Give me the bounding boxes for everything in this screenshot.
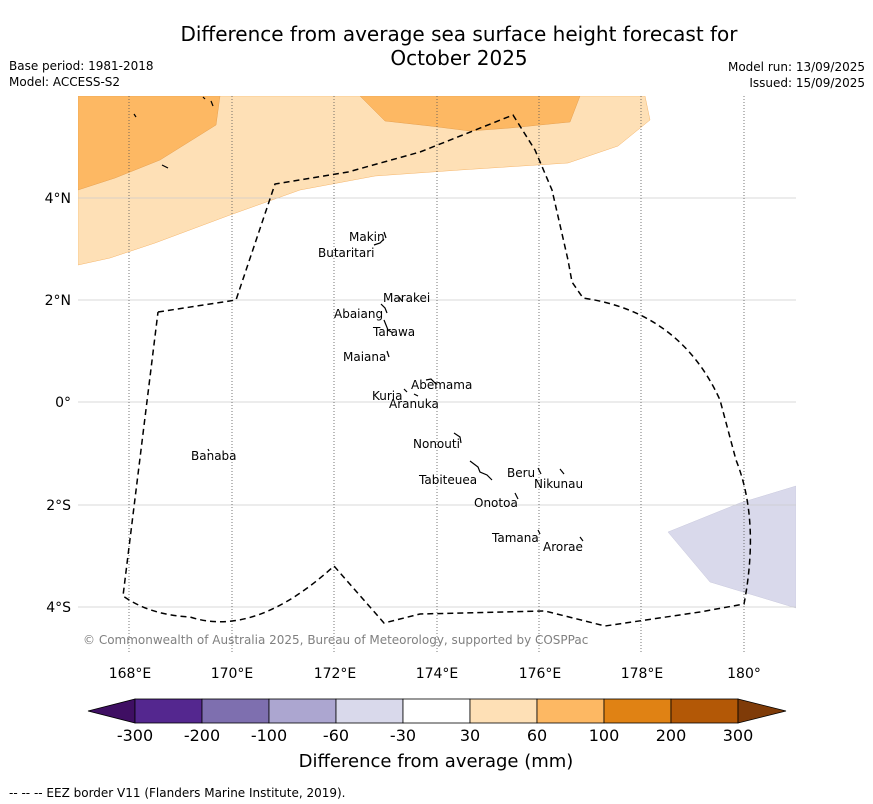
island-tabiteuea-shape (469, 460, 493, 481)
colorbar-tick-minus-200: -200 (184, 726, 220, 745)
lat-tick-4s: 4°S (46, 600, 71, 616)
lat-tick-4n: 4°N (45, 191, 71, 207)
island-marakei-shape (398, 296, 403, 302)
lat-tick-2s: 2°S (46, 498, 71, 514)
colorbar-bin-9 (670, 698, 739, 724)
place-label-marakei: Marakei (383, 291, 430, 305)
anomaly-region-orange-north (359, 96, 581, 132)
island-tarawa-shape (383, 319, 394, 334)
colorbar-bin-8 (603, 698, 672, 724)
lon-tick-178e: 178°E (621, 666, 664, 682)
colorbar (87, 698, 787, 724)
meta-left: Base period: 1981-2018 Model: ACCESS-S2 (9, 58, 154, 90)
island-beru-shape (537, 467, 542, 475)
place-label-arorae: Arorae (543, 540, 583, 554)
anomaly-region-light-orange (78, 96, 651, 266)
place-label-butaritari: Butaritari (318, 246, 375, 260)
island-arorae-shape (579, 536, 584, 542)
place-label-beru: Beru (507, 466, 535, 480)
lon-tick-174e: 174°E (416, 666, 459, 682)
eez-border (122, 114, 752, 627)
lon-tick-180: 180° (727, 666, 761, 682)
colorbar-tick-30: 30 (460, 726, 480, 745)
place-label-nonouti: Nonouti (413, 437, 460, 451)
colorbar-tick-minus-60: -60 (323, 726, 349, 745)
lon-tick-170e: 170°E (211, 666, 254, 682)
colorbar-bin-4 (335, 698, 404, 724)
place-label-abaiang: Abaiang (334, 307, 383, 321)
colorbar-bin-1 (134, 698, 203, 724)
island-aranuka-shape (413, 393, 419, 397)
place-label-aranuka: Aranuka (389, 397, 439, 411)
colorbar-tick-minus-30: -30 (390, 726, 416, 745)
lat-tick-0: 0° (55, 395, 71, 411)
place-label-tamana: Tamana (491, 531, 539, 545)
copyright-text: © Commonwealth of Australia 2025, Bureau… (83, 633, 588, 647)
lat-tick-2n: 2°N (45, 293, 71, 309)
map-title-line-1: Difference from average sea surface heig… (180, 22, 738, 46)
colorbar-tick-100: 100 (589, 726, 620, 745)
base-period-text: Base period: 1981-2018 (9, 59, 154, 73)
lon-tick-168e: 168°E (109, 666, 152, 682)
colorbar-tick-minus-300: -300 (117, 726, 153, 745)
colorbar-tick-200: 200 (656, 726, 687, 745)
island-abaiang-shape (380, 303, 388, 314)
colorbar-tick-300: 300 (723, 726, 754, 745)
lon-tick-labels: 168°E 170°E 172°E 174°E 176°E 178°E 180° (109, 666, 761, 682)
island-nonouti-shape (453, 432, 462, 444)
colorbar-bin-2 (201, 698, 270, 724)
eez-legend-footer: -- -- -- EEZ border V11 (Flanders Marine… (9, 786, 346, 800)
island-shapes (133, 96, 584, 542)
model-text: Model: ACCESS-S2 (9, 75, 121, 89)
lon-tick-176e: 176°E (519, 666, 562, 682)
place-label-maiana: Maiana (343, 350, 386, 364)
colorbar-extend-high (737, 698, 787, 724)
place-label-tarawa: Tarawa (372, 325, 415, 339)
place-label-onotoa: Onotoa (474, 496, 518, 510)
colorbar-bin-6 (469, 698, 538, 724)
island-northwest-islet-a (133, 113, 137, 118)
island-nikunau-shape (559, 468, 565, 475)
colorbar-label: Difference from average (mm) (299, 751, 574, 772)
place-label-banaba: Banaba (191, 449, 237, 463)
map-title-line-2: October 2025 (390, 46, 528, 70)
island-makin-shape (383, 231, 387, 239)
lon-tick-172e: 172°E (314, 666, 357, 682)
place-label-kuria: Kuria (372, 389, 403, 403)
island-butaritari-shape (373, 238, 385, 246)
island-banaba-shape (207, 448, 210, 452)
anomaly-fill (78, 96, 796, 609)
colorbar-bin-3 (268, 698, 337, 724)
colorbar-tick-minus-100: -100 (251, 726, 287, 745)
map-title: Difference from average sea surface heig… (0, 22, 873, 70)
colorbar-extend-low (87, 698, 136, 724)
colorbar-tick-labels: -300 -200 -100 -60 -30 30 60 100 200 300 (117, 726, 753, 745)
island-onotoa-shape (514, 492, 519, 500)
place-label-tabiteuea: Tabiteuea (418, 473, 477, 487)
place-label-makin: Makin (349, 230, 385, 244)
island-maiana-shape (386, 350, 390, 358)
place-label-nikunau: Nikunau (534, 477, 583, 491)
island-kuria-shape (403, 388, 408, 393)
colorbar-tick-60: 60 (527, 726, 547, 745)
place-labels: Makin Butaritari Marakei Abaiang Tarawa … (191, 230, 583, 554)
place-label-abemama: Abemama (411, 378, 472, 392)
island-northwest-islet-d (210, 100, 214, 107)
island-northwest-islet-c (202, 96, 206, 100)
colorbar-bin-5 (402, 698, 471, 724)
colorbar-bin-7 (536, 698, 605, 724)
lon-gridlines (128, 96, 745, 654)
meta-right: Model run: 13/09/2025 Issued: 15/09/2025 (728, 59, 865, 91)
lat-tick-labels: 4°N 2°N 0° 2°S 4°S (45, 191, 72, 616)
model-run-text: Model run: 13/09/2025 (727, 60, 865, 74)
island-northwest-islet-b (161, 164, 169, 169)
island-abemama-shape (425, 378, 437, 385)
issued-text: Issued: 15/09/2025 (749, 76, 865, 90)
anomaly-region-lavender (667, 485, 796, 609)
anomaly-region-orange-west (78, 96, 221, 191)
island-tamana-shape (537, 529, 541, 535)
